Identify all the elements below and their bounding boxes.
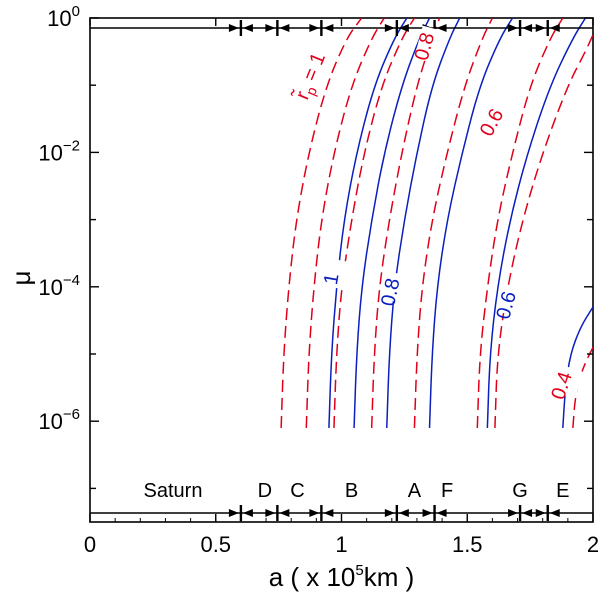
contour-label-4: 1: [320, 272, 344, 287]
series-line-6: [370, 18, 441, 428]
series-line-1: [280, 18, 363, 428]
x-tick-label-0: 0: [84, 532, 96, 557]
contour-label-5: 0.8: [377, 276, 404, 308]
region-label-saturn: Saturn: [144, 480, 203, 502]
region-arrow-left-top-4: [398, 24, 409, 32]
region-arrow-left-top-2: [279, 24, 290, 32]
region-arrow-left-bottom-3: [323, 509, 334, 517]
region-arrow-right-top-3: [384, 24, 395, 32]
x-tick-label-2: 1: [335, 532, 347, 557]
contour-labels: r̃p = 10.80.60.41 0.8 0.6: [289, 25, 584, 402]
contour-label-bg-1: [415, 25, 446, 59]
region-arrow-right-bottom-4: [422, 509, 433, 517]
region-arrow-right-bottom-2: [309, 509, 320, 517]
series-line-5: [353, 18, 431, 428]
region-arrow-right-bottom-5: [508, 509, 519, 517]
region-arrow-left-bottom-2: [279, 509, 290, 517]
series-line-8: [413, 18, 494, 428]
region-arrow-left-top-7: [549, 24, 560, 32]
region-label-e: E: [556, 480, 569, 502]
region-label-c: C: [290, 480, 304, 502]
series-line-4: [333, 18, 416, 428]
axis-ticks: 0 0.5 1 1.5 2 100 10−2 10−4 10−6: [38, 3, 599, 557]
region-arrow-left-bottom-5: [436, 509, 447, 517]
series-line-10: [476, 18, 564, 428]
region-arrow-right-top-6: [535, 24, 546, 32]
region-arrow-left-bottom-6: [522, 509, 533, 517]
region-arrow-left-bottom-1: [242, 509, 253, 517]
region-label-g: G: [512, 480, 528, 502]
region-arrow-left-top-1: [242, 24, 253, 32]
series-line-9: [428, 18, 514, 428]
contour-label-bg-6: [497, 284, 528, 318]
contour-label-bg-2: [480, 101, 515, 138]
series-line-7: [386, 18, 461, 428]
region-label-f: F: [441, 480, 453, 502]
ring-region-markers: Saturn D C B A F G E: [90, 20, 593, 521]
y-tick-label-2: 10−4: [38, 272, 80, 300]
region-arrow-right-top-5: [508, 24, 519, 32]
contour-label-0: r̃p = 1: [289, 49, 333, 106]
x-tick-label-4: 2: [587, 532, 599, 557]
series-line-11: [486, 18, 587, 428]
contour-label-bg-5: [382, 271, 412, 304]
region-label-a: A: [408, 480, 422, 502]
contour-label-1: 0.8: [411, 30, 439, 63]
region-arrow-left-top-5: [436, 24, 447, 32]
region-arrow-left-bottom-7: [549, 509, 560, 517]
contour-label-bg-3: [552, 364, 584, 399]
region-label-b: B: [345, 480, 358, 502]
x-axis-label: a ( x 105km ): [269, 562, 415, 592]
y-tick-label-1: 10−2: [38, 137, 80, 165]
x-tick-label-3: 1.5: [452, 532, 483, 557]
contour-label-bg-4: [323, 258, 352, 290]
series-line-12: [494, 34, 593, 428]
region-arrow-left-top-6: [522, 24, 533, 32]
x-tick-label-1: 0.5: [200, 532, 231, 557]
region-arrow-right-top-2: [309, 24, 320, 32]
region-arrow-left-top-3: [323, 24, 334, 32]
region-arrow-right-bottom-3: [384, 509, 395, 517]
contour-curves: [280, 18, 593, 428]
region-arrow-right-bottom-0: [228, 509, 239, 517]
region-arrow-right-bottom-6: [535, 509, 546, 517]
contour-label-bg-0: [299, 55, 333, 90]
y-tick-label-0: 100: [47, 3, 80, 31]
y-tick-label-3: 10−6: [38, 406, 80, 434]
series-line-3: [328, 18, 408, 428]
region-label-d: D: [258, 480, 272, 502]
y-axis-label: μ: [6, 271, 36, 286]
region-arrow-left-bottom-4: [398, 509, 409, 517]
region-arrow-right-top-0: [228, 24, 239, 32]
series-line-2: [305, 18, 385, 428]
region-arrow-right-bottom-1: [265, 509, 276, 517]
region-arrow-right-top-1: [265, 24, 276, 32]
